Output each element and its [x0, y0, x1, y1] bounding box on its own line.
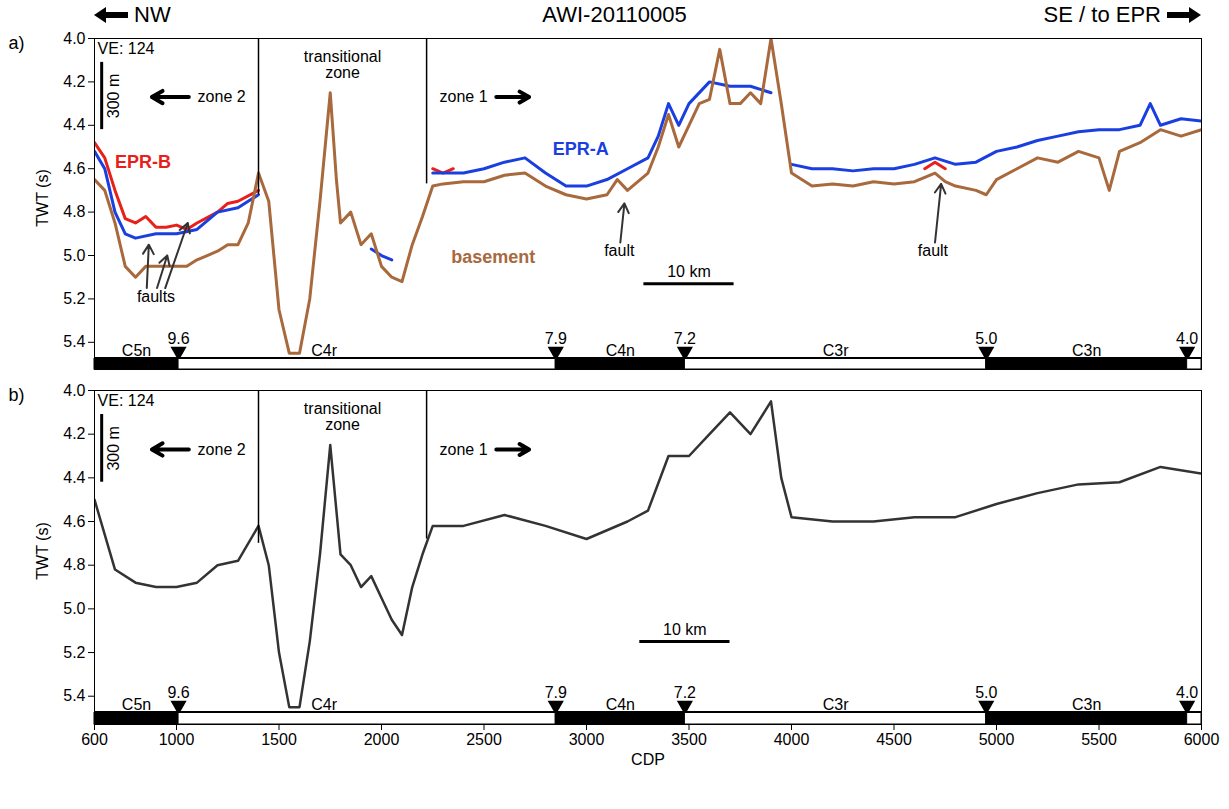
svg-text:4.2: 4.2	[63, 425, 85, 442]
svg-text:C4r: C4r	[311, 696, 337, 713]
html-text:SE / to EPR: SE / to EPR	[1043, 2, 1161, 27]
svg-text:3000: 3000	[569, 731, 605, 748]
svg-text:4.2: 4.2	[63, 73, 85, 90]
svg-text:4.0: 4.0	[63, 30, 85, 47]
svg-text:9.6: 9.6	[167, 330, 189, 347]
svg-text:TWT (s): TWT (s)	[34, 522, 51, 579]
svg-text:5500: 5500	[1081, 731, 1117, 748]
svg-text:5.0: 5.0	[975, 330, 997, 347]
svg-text:4.4: 4.4	[63, 469, 85, 486]
svg-text:7.9: 7.9	[545, 684, 567, 701]
svg-text:C3n: C3n	[1072, 696, 1101, 713]
svg-text:faults: faults	[137, 288, 175, 305]
svg-text:C4n: C4n	[606, 342, 635, 359]
svg-text:1000: 1000	[159, 731, 195, 748]
svg-text:5.2: 5.2	[63, 644, 85, 661]
html-text:NW: NW	[134, 2, 171, 27]
svg-text:4.0: 4.0	[63, 382, 85, 399]
svg-text:zone 2: zone 2	[198, 88, 246, 105]
svg-text:C5n: C5n	[122, 342, 151, 359]
svg-text:2000: 2000	[364, 731, 400, 748]
svg-text:zone 2: zone 2	[198, 441, 246, 458]
svg-text:zone 1: zone 1	[439, 88, 487, 105]
svg-text:5.0: 5.0	[63, 600, 85, 617]
svg-text:b): b)	[9, 385, 25, 405]
svg-text:zone 1: zone 1	[439, 441, 487, 458]
svg-text:fault: fault	[604, 242, 635, 259]
svg-text:fault: fault	[918, 242, 949, 259]
svg-text:TWT (s): TWT (s)	[34, 169, 51, 226]
svg-text:3500: 3500	[671, 731, 707, 748]
svg-text:4.4: 4.4	[63, 116, 85, 133]
svg-text:10 km: 10 km	[667, 263, 711, 280]
svg-text:7.9: 7.9	[545, 330, 567, 347]
svg-text:9.6: 9.6	[167, 684, 189, 701]
svg-text:4500: 4500	[876, 731, 912, 748]
svg-text:C3r: C3r	[823, 696, 849, 713]
svg-text:a): a)	[9, 33, 25, 53]
svg-text:4.8: 4.8	[63, 556, 85, 573]
svg-text:C4n: C4n	[606, 696, 635, 713]
svg-text:4.6: 4.6	[63, 513, 85, 530]
svg-text:600: 600	[81, 731, 108, 748]
svg-text:C5n: C5n	[122, 696, 151, 713]
svg-text:EPR-B: EPR-B	[115, 152, 171, 172]
svg-text:5.4: 5.4	[63, 687, 85, 704]
svg-text:4.0: 4.0	[1176, 330, 1198, 347]
svg-text:basement: basement	[451, 247, 535, 267]
svg-text:5.4: 5.4	[63, 333, 85, 350]
html-text:AWI-20110005: AWI-20110005	[542, 2, 687, 27]
svg-text:5.0: 5.0	[63, 247, 85, 264]
svg-text:CDP: CDP	[631, 751, 665, 768]
svg-text:6000: 6000	[1184, 731, 1220, 748]
svg-text:7.2: 7.2	[674, 684, 696, 701]
svg-text:300 m: 300 m	[105, 74, 122, 118]
svg-text:5.2: 5.2	[63, 290, 85, 307]
svg-text:5.0: 5.0	[975, 684, 997, 701]
svg-text:4.6: 4.6	[63, 160, 85, 177]
svg-text:2500: 2500	[466, 731, 502, 748]
svg-text:C3n: C3n	[1072, 342, 1101, 359]
svg-text:5000: 5000	[979, 731, 1015, 748]
svg-text:4.0: 4.0	[1176, 684, 1198, 701]
svg-text:transitionalzone: transitionalzone	[304, 400, 381, 433]
svg-text:1500: 1500	[261, 731, 297, 748]
svg-text:VE: 124: VE: 124	[98, 392, 155, 409]
svg-text:C4r: C4r	[311, 342, 337, 359]
svg-text:4.8: 4.8	[63, 203, 85, 220]
svg-text:7.2: 7.2	[674, 330, 696, 347]
svg-text:300 m: 300 m	[105, 426, 122, 470]
svg-text:10 km: 10 km	[663, 621, 707, 638]
svg-text:EPR-A: EPR-A	[553, 139, 609, 159]
svg-text:4000: 4000	[774, 731, 810, 748]
svg-text:VE: 124: VE: 124	[98, 40, 155, 57]
svg-text:transitionalzone: transitionalzone	[304, 48, 381, 81]
svg-text:C3r: C3r	[823, 342, 849, 359]
